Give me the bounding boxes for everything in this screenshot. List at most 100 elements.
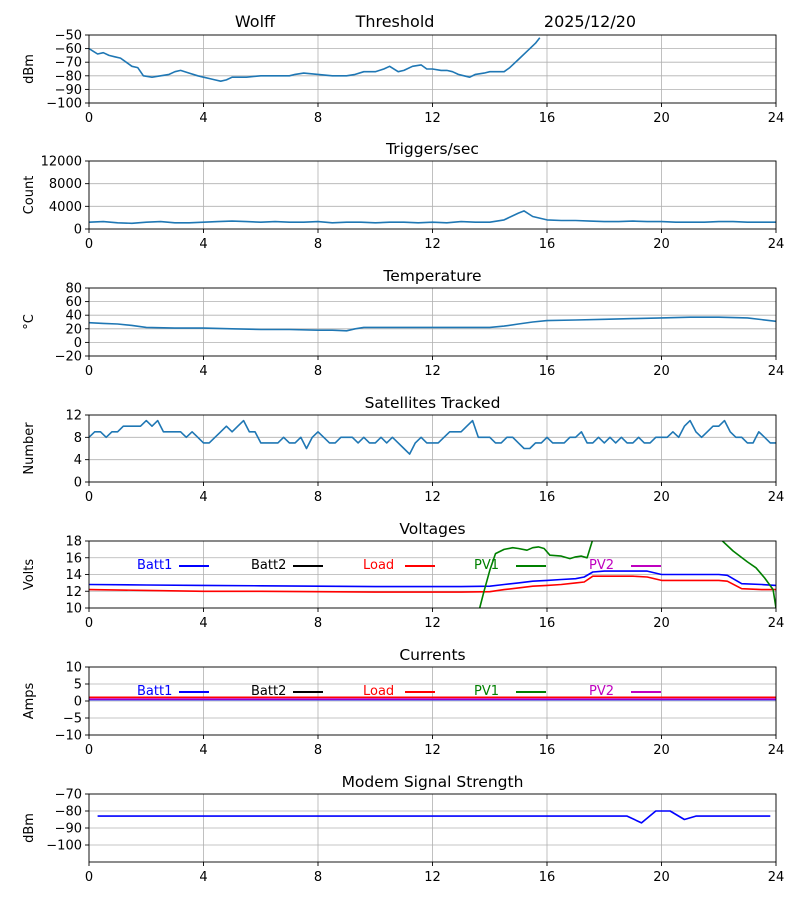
threshold-line-threshold [89,37,541,82]
modem-xtick-label: 24 [768,870,785,885]
satellites-xtick-label: 0 [85,490,93,505]
triggers-xtick-label: 4 [199,237,207,252]
threshold-panel: 0 4 8 12 16 20 24 −100−90−80−70−60−50 dBm [22,29,784,127]
header-center-title: Threshold [355,12,435,31]
triggers-xtick-label: 8 [314,237,322,252]
voltages-ylabel: Volts [22,559,37,591]
satellites-panel: 0 4 8 12 16 20 24 0 4 8 12 Satellites Tracked Number [22,394,784,505]
currents-xtick-label: 4 [199,743,207,758]
currents-legend-label-pv1: PV1 [474,684,499,699]
triggers-ytick-label: 12000 [41,155,82,170]
currents-ytick-label: 10 [65,661,82,676]
satellites-ytick-label: 0 [74,476,82,491]
currents-ytick-label: 5 [74,678,82,693]
modem-xtick-label: 16 [539,870,556,885]
currents-panel: 0 4 8 12 16 20 24 −10 −5 0 5 10 Currents Amps Batt1 Bat… [22,646,784,758]
currents-xtick-label: 12 [424,743,441,758]
triggers-ytick-label: 0 [74,223,82,238]
modem-title: Modem Signal Strength [342,773,524,791]
threshold-xtick-label: 24 [768,111,785,126]
voltages-legend-label-pv2: PV2 [589,558,614,573]
temperature-xtick-label: 24 [768,364,785,379]
voltages-line-pv1-3 [721,541,776,608]
threshold-xtick-label: 4 [199,111,207,126]
triggers-xtick-label: 12 [424,237,441,252]
temperature-xtick-label: 12 [424,364,441,379]
currents-ytick-label: 0 [74,695,82,710]
temperature-xtick-label: 8 [314,364,322,379]
temperature-xtick-label: 0 [85,364,93,379]
voltages-legend-label-batt1: Batt1 [137,558,172,573]
voltages-xtick-label: 0 [85,616,93,631]
voltages-ytick-label: 16 [65,551,82,566]
voltages-legend-label-load: Load [363,558,394,573]
triggers-series-group [89,210,776,225]
voltages-xtick-label: 24 [768,616,785,631]
currents-ylabel: Amps [22,682,37,719]
currents-title: Currents [399,646,465,664]
threshold-xtick-label: 20 [653,111,670,126]
triggers-title: Triggers/sec [385,140,479,158]
threshold-xtick-label: 0 [85,111,93,126]
voltages-ytick-label: 18 [65,535,82,550]
currents-legend-label-pv2: PV2 [589,684,614,699]
satellites-xtick-label: 4 [199,490,207,505]
triggers-xtick-label: 24 [768,237,785,252]
currents-legend-label-load: Load [363,684,394,699]
voltages-legend-label-batt2: Batt2 [251,558,286,573]
temperature-ylabel: °C [22,314,37,330]
modem-ytick-label: −90 [55,822,82,837]
currents-ytick-label: −5 [63,712,82,727]
currents-xtick-label: 16 [539,743,556,758]
temperature-ytick-label: 0 [74,336,82,351]
triggers-ytick-label: 8000 [49,177,82,192]
threshold-series-group [89,37,541,82]
temperature-ytick-label: 80 [65,282,82,297]
satellites-xtick-label: 12 [424,490,441,505]
temperature-ytick-label: 40 [65,309,82,324]
triggers-xtick-label: 20 [653,237,670,252]
triggers-xtick-label: 16 [539,237,556,252]
voltages-xtick-label: 16 [539,616,556,631]
modem-xtick-label: 4 [199,870,207,885]
voltages-xtick-label: 8 [314,616,322,631]
satellites-series-group [89,419,776,455]
voltages-legend-label-pv1: PV1 [474,558,499,573]
triggers-line-triggers [89,210,776,225]
currents-legend-label-batt2: Batt2 [251,684,286,699]
temperature-series-group [89,316,776,332]
threshold-ytick-label: −50 [55,29,82,44]
currents-series-group [89,696,776,701]
voltages-series-group [89,541,776,608]
header: Wolff Threshold 2025/12/20 [235,12,636,31]
satellites-xtick-label: 24 [768,490,785,505]
modem-line-modem [97,810,771,824]
voltages-line-load-1 [89,575,776,593]
currents-xtick-label: 24 [768,743,785,758]
voltages-line-batt1 [89,570,776,588]
voltages-line-pv1-2 [478,541,594,608]
header-date: 2025/12/20 [544,12,636,31]
modem-xtick-label: 0 [85,870,93,885]
header-station: Wolff [235,12,276,31]
threshold-ytick-label: −70 [55,56,82,71]
threshold-xtick-label: 8 [314,111,322,126]
voltages-ytick-label: 10 [65,602,82,617]
modem-ytick-label: −70 [55,788,82,803]
modem-ytick-label: −80 [55,805,82,820]
threshold-ytick-label: −90 [55,83,82,98]
temperature-ytick-label: 60 [65,295,82,310]
currents-legend-label-batt1: Batt1 [137,684,172,699]
threshold-xtick-label: 16 [539,111,556,126]
threshold-ytick-label: −80 [55,69,82,84]
satellites-line-satellites [89,419,776,455]
modem-xtick-label: 20 [653,870,670,885]
satellites-ylabel: Number [22,422,37,475]
temperature-ytick-label: −20 [55,350,82,365]
satellites-xtick-label: 8 [314,490,322,505]
satellites-ytick-label: 8 [74,431,82,446]
modem-panel: 0 4 8 12 16 20 24 −100 −90 −80 −70 Modem Signal Str… [22,773,784,885]
temperature-xtick-label: 4 [199,364,207,379]
